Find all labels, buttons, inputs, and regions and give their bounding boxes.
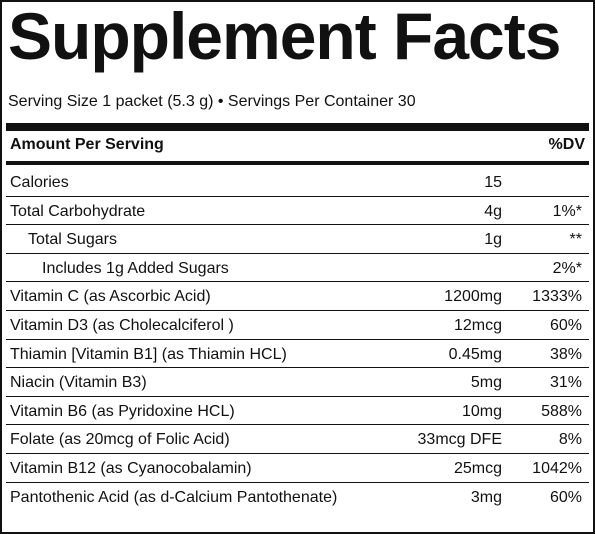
- nutrient-name: Niacin (Vitamin B3): [10, 374, 147, 392]
- nutrient-amount: 0.45mg: [448, 345, 502, 363]
- nutrient-dv: 38%: [549, 345, 582, 363]
- nutrient-name: Vitamin B12 (as Cyanocobalamin): [10, 459, 252, 477]
- nutrient-name: Vitamin B6 (as Pyridoxine HCL): [10, 402, 235, 420]
- nutrient-row: Thiamin [Vitamin B1] (as Thiamin HCL) 0.4…: [6, 340, 589, 369]
- nutrient-dv: 588%: [541, 402, 582, 420]
- nutrient-dv: 1%*: [552, 202, 582, 220]
- nutrient-rows: Calories 15 Total Carbohydrate 4g 1%* Total S…: [6, 168, 589, 511]
- nutrient-dv: 1333%: [532, 288, 582, 306]
- nutrient-row: Folate (as 20mcg of Folic Acid) 33mcg DFE…: [6, 425, 589, 454]
- header-amount: Amount Per Serving: [10, 136, 164, 153]
- nutrient-amount: 4g: [484, 202, 502, 220]
- nutrient-name: Thiamin [Vitamin B1] (as Thiamin HCL): [10, 345, 287, 363]
- nutrient-dv: 1042%: [532, 459, 582, 477]
- nutrient-name: Vitamin C (as Ascorbic Acid): [10, 288, 211, 306]
- nutrient-name: Calories: [10, 174, 69, 191]
- nutrient-dv: 31%: [549, 374, 582, 392]
- nutrient-row: Total Sugars 1g **: [6, 225, 589, 254]
- nutrient-row: Pantothenic Acid (as d-Calcium Pantothen…: [6, 483, 589, 512]
- nutrient-row: Vitamin B6 (as Pyridoxine HCL) 10mg 588%: [6, 397, 589, 426]
- header-dv: %DV: [548, 136, 585, 153]
- nutrient-row: Vitamin C (as Ascorbic Acid) 1200mg 1333%: [6, 282, 589, 311]
- nutrient-name: Vitamin D3 (as Cholecalciferol ): [10, 316, 234, 334]
- nutrient-name: Includes 1g Added Sugars: [42, 259, 229, 277]
- nutrient-amount: 12mcg: [453, 316, 502, 334]
- serving-info: Serving Size 1 packet (5.3 g) • Servings…: [8, 93, 416, 110]
- nutrient-row: Vitamin B12 (as Cyanocobalamin) 25mcg 1042…: [6, 454, 589, 483]
- divider-medium: [6, 161, 589, 165]
- nutrient-amount: 15: [484, 174, 502, 191]
- nutrient-amount: 1200mg: [444, 288, 502, 306]
- nutrient-name: Total Carbohydrate: [10, 202, 146, 220]
- nutrient-row: Total Carbohydrate 4g 1%*: [6, 197, 589, 226]
- nutrient-amount: 33mcg DFE: [417, 431, 502, 449]
- nutrient-dv: 60%: [549, 488, 582, 506]
- nutrient-name: Folate (as 20mcg of Folic Acid): [10, 431, 230, 449]
- nutrient-amount: 3mg: [470, 488, 502, 506]
- title: Supplement Facts: [8, 0, 561, 73]
- nutrient-name: Total Sugars: [28, 231, 117, 249]
- nutrient-amount: 1g: [484, 231, 502, 249]
- divider-thick: [6, 123, 589, 131]
- nutrient-row: Vitamin D3 (as Cholecalciferol ) 12mcg 60%: [6, 311, 589, 340]
- nutrient-dv: **: [569, 231, 582, 249]
- nutrient-dv: 60%: [549, 316, 582, 334]
- nutrient-dv: 2%*: [552, 259, 582, 277]
- nutrient-row: Niacin (Vitamin B3) 5mg 31%: [6, 368, 589, 397]
- nutrient-amount: 5mg: [470, 374, 502, 392]
- nutrient-amount: 10mg: [461, 402, 502, 420]
- table-header: Amount Per Serving %DV: [10, 136, 585, 158]
- nutrient-dv: 8%: [558, 431, 582, 449]
- nutrient-row: Includes 1g Added Sugars 2%*: [6, 254, 589, 283]
- nutrient-row: Calories 15: [6, 168, 589, 197]
- nutrient-name: Pantothenic Acid (as d-Calcium Pantothen…: [10, 488, 338, 506]
- nutrient-amount: 25mcg: [453, 459, 502, 477]
